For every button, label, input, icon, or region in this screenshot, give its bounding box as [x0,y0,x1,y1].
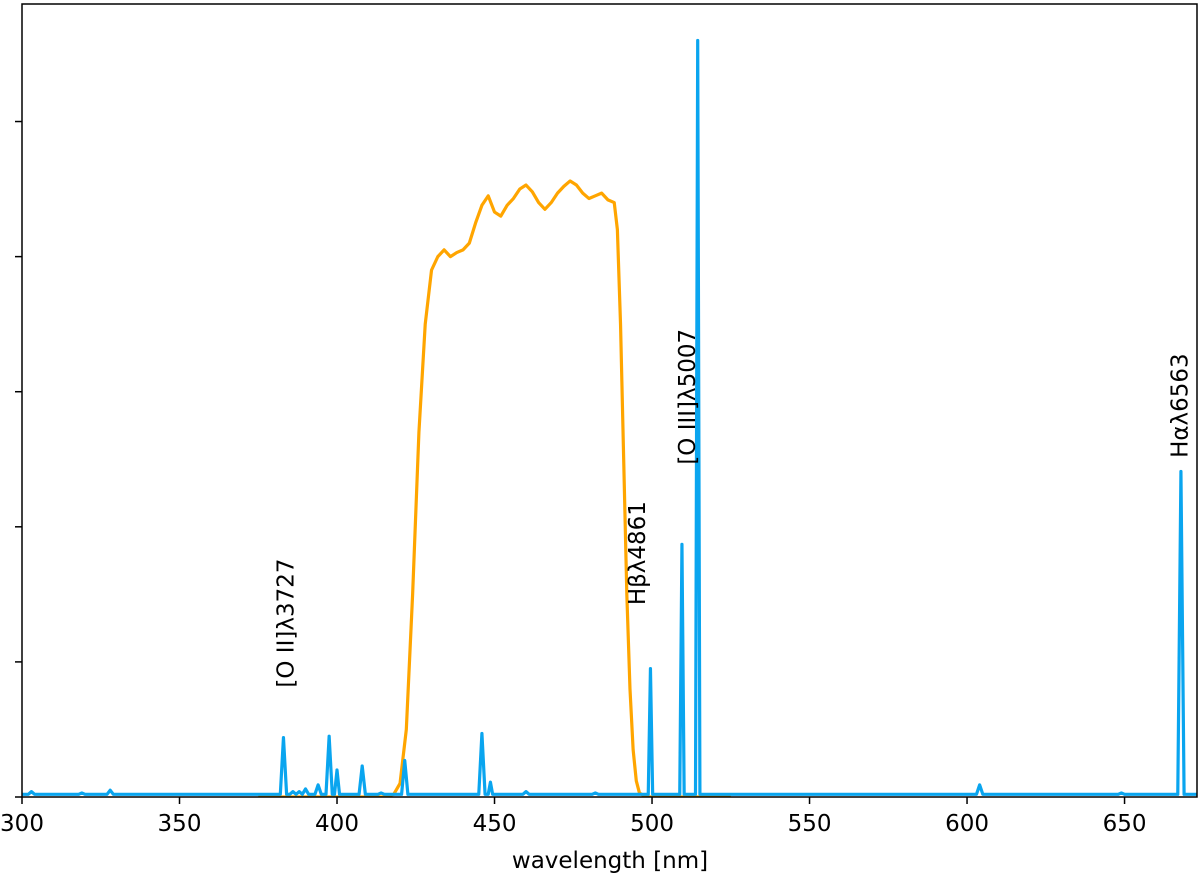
x-tick-label: 650 [1103,811,1147,837]
x-axis-label: wavelength [nm] [512,848,708,874]
annotation: Hβλ4861 [625,501,651,605]
x-tick-label: 300 [0,811,44,837]
x-tick-label: 350 [158,811,202,837]
plot-frame [21,3,1198,798]
x-tick-label: 450 [473,811,517,837]
series-line [258,179,731,797]
x-tick-label: 600 [945,811,989,837]
annotation: Hαλ6563 [1167,353,1193,458]
annotation: [O II]λ3727 [274,558,300,687]
x-tick-label: 550 [788,811,832,837]
x-tick-label: 400 [315,811,359,837]
annotation: [O III]λ5007 [675,329,701,465]
x-tick-label: 500 [630,811,674,837]
series-line [22,38,1197,796]
